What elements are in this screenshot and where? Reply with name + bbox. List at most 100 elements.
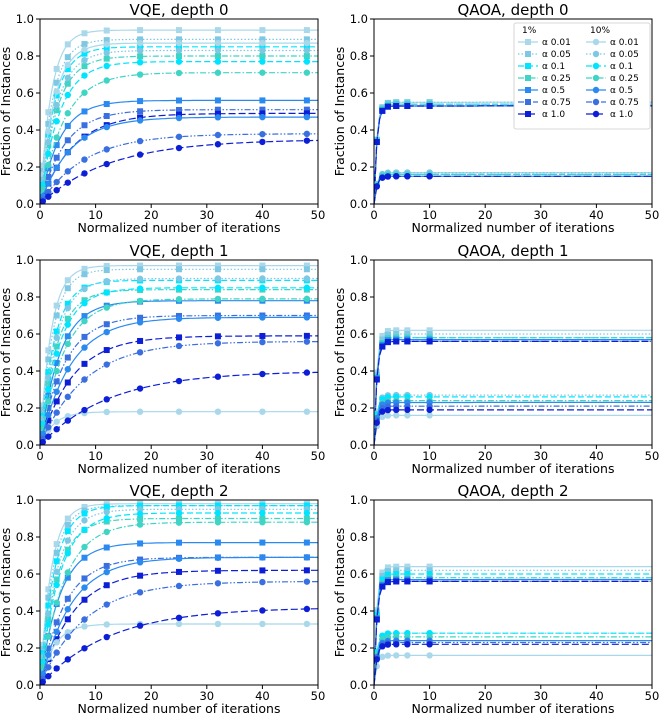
marker-square [53,558,60,565]
marker-circle [53,334,60,341]
marker-square [103,100,110,107]
x-tick-label: 30 [533,449,548,463]
marker-square [303,27,310,34]
y-tick-label: 0.4 [350,364,368,378]
y-tick-label: 0.2 [16,160,34,174]
marker-square [303,567,310,574]
y-tick-label: 0.0 [350,197,368,211]
marker-circle [303,69,311,76]
marker-circle [303,130,311,138]
marker-circle [175,296,183,303]
marker-circle [259,58,266,65]
panel-title: QAOA, depth 0 [457,1,568,19]
series-line-10pct-2 [40,49,318,204]
y-tick-label: 0.8 [350,530,368,544]
legend-label-1pct: α 0.05 [542,50,571,60]
y-tick-label: 0.6 [350,567,368,581]
marker-circle [214,314,222,321]
marker-circle [53,88,60,95]
marker-circle [136,137,144,145]
marker-circle [136,521,144,528]
marker-circle [136,285,144,292]
y-tick-label: 0.8 [16,530,34,544]
marker-square [214,515,221,522]
marker-square [53,92,60,99]
plot-area [40,500,319,685]
marker-circle [64,393,72,401]
legend-label-10pct: α 0.01 [610,38,639,48]
marker-square [404,571,411,578]
marker-circle [259,113,266,121]
marker-square [45,165,52,172]
marker-circle [175,69,183,77]
marker-square [103,347,110,354]
x-tick-label: 30 [533,208,548,222]
marker-circle [175,275,183,282]
marker-circle [214,141,222,148]
marker-square [45,602,52,609]
marker-circle [214,610,222,617]
marker-circle [136,59,144,66]
marker-square [64,300,71,307]
marker-square [303,53,310,60]
marker-circle [64,633,72,641]
marker-square [45,369,52,376]
legend-marker-circle [592,110,600,118]
marker-circle [81,543,88,551]
marker-circle [214,554,222,561]
marker-circle [103,568,110,576]
marker-square [40,641,46,648]
marker-square [137,262,144,269]
marker-circle [303,58,311,65]
marker-circle [214,620,222,628]
panel-title: VQE, depth 2 [129,482,228,500]
marker-circle [45,398,52,405]
marker-circle [404,652,411,659]
marker-circle [53,388,60,395]
legend-label-1pct: α 0.01 [542,38,571,48]
marker-circle [103,361,110,368]
marker-square [426,102,433,109]
y-tick-label: 0.4 [350,123,368,137]
marker-circle [259,338,266,346]
marker-square [384,568,391,575]
marker-square [384,579,391,586]
x-tick-label: 0 [36,689,43,703]
marker-circle [214,47,222,54]
series-line-1pct-7 [374,340,652,445]
marker-circle [45,180,52,187]
marker-square [303,106,310,113]
legend-header-10pct: 10% [590,26,610,36]
marker-square [214,97,221,104]
marker-circle [64,417,72,424]
marker-circle [45,138,52,146]
marker-circle [303,605,311,613]
marker-circle [214,295,222,303]
x-tick-label: 50 [645,449,660,463]
x-tick-label: 40 [255,208,270,222]
marker-circle [103,633,110,641]
marker-square [384,564,391,571]
marker-circle [81,170,88,177]
marker-circle [175,555,183,562]
x-tick-label: 10 [422,208,437,222]
legend-header-1pct: 1% [522,26,537,36]
x-tick-label: 30 [199,689,214,703]
marker-square [374,376,380,383]
marker-square [81,313,88,320]
marker-circle [53,178,60,186]
marker-square [384,331,391,338]
marker-circle [64,606,72,613]
series-line-10pct-6 [374,641,652,685]
marker-square [103,562,110,569]
marker-circle [214,275,222,282]
marker-circle [426,406,433,414]
x-tick-label: 20 [144,449,159,463]
marker-circle [214,131,222,139]
marker-circle [175,58,183,65]
marker-circle [303,578,311,585]
marker-square [393,331,400,338]
marker-circle [393,173,400,180]
marker-square [404,578,411,585]
y-axis-label: Fraction of Instances [332,47,347,177]
